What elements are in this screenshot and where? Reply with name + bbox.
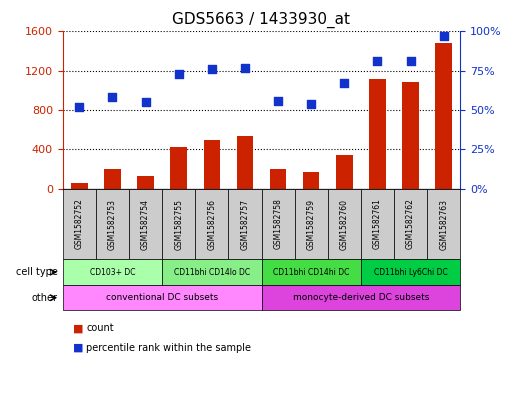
Bar: [236, 136, 253, 189]
Text: GSM1582763: GSM1582763: [439, 198, 448, 250]
Text: cell type: cell type: [16, 267, 58, 277]
Bar: [303, 173, 320, 189]
Text: GSM1582762: GSM1582762: [406, 198, 415, 250]
Text: GSM1582758: GSM1582758: [274, 198, 282, 250]
Bar: [137, 176, 154, 189]
Bar: [170, 147, 187, 189]
Point: [373, 58, 382, 64]
Text: GSM1582756: GSM1582756: [207, 198, 217, 250]
Text: GSM1582754: GSM1582754: [141, 198, 150, 250]
Text: GSM1582753: GSM1582753: [108, 198, 117, 250]
Bar: [270, 169, 287, 189]
Text: ■: ■: [73, 343, 84, 353]
Text: GSM1582757: GSM1582757: [241, 198, 249, 250]
Point: [307, 101, 315, 107]
Text: GSM1582752: GSM1582752: [75, 198, 84, 250]
Bar: [435, 43, 452, 189]
Text: CD11bhi CD14hi DC: CD11bhi CD14hi DC: [273, 268, 349, 277]
Point: [108, 94, 117, 101]
Point: [340, 80, 348, 86]
Bar: [336, 155, 353, 189]
Bar: [104, 169, 121, 189]
Text: ■: ■: [73, 323, 84, 333]
Text: CD11bhi Ly6Chi DC: CD11bhi Ly6Chi DC: [373, 268, 448, 277]
Text: CD11bhi CD14lo DC: CD11bhi CD14lo DC: [174, 268, 250, 277]
Point: [241, 64, 249, 71]
Text: count: count: [86, 323, 114, 333]
Point: [175, 71, 183, 77]
Text: GSM1582760: GSM1582760: [340, 198, 349, 250]
Text: GSM1582759: GSM1582759: [306, 198, 316, 250]
Point: [439, 33, 448, 39]
Point: [274, 97, 282, 104]
Bar: [369, 79, 385, 189]
Text: GSM1582761: GSM1582761: [373, 198, 382, 250]
Point: [208, 66, 216, 72]
Text: CD103+ DC: CD103+ DC: [90, 268, 135, 277]
Text: GSM1582755: GSM1582755: [174, 198, 183, 250]
Point: [75, 104, 84, 110]
Text: other: other: [31, 293, 58, 303]
Text: percentile rank within the sample: percentile rank within the sample: [86, 343, 251, 353]
Text: monocyte-derived DC subsets: monocyte-derived DC subsets: [293, 293, 429, 302]
Text: GDS5663 / 1433930_at: GDS5663 / 1433930_at: [173, 12, 350, 28]
Point: [406, 58, 415, 64]
Text: conventional DC subsets: conventional DC subsets: [106, 293, 218, 302]
Point: [141, 99, 150, 105]
Bar: [402, 82, 419, 189]
Bar: [71, 183, 87, 189]
Bar: [203, 140, 220, 189]
